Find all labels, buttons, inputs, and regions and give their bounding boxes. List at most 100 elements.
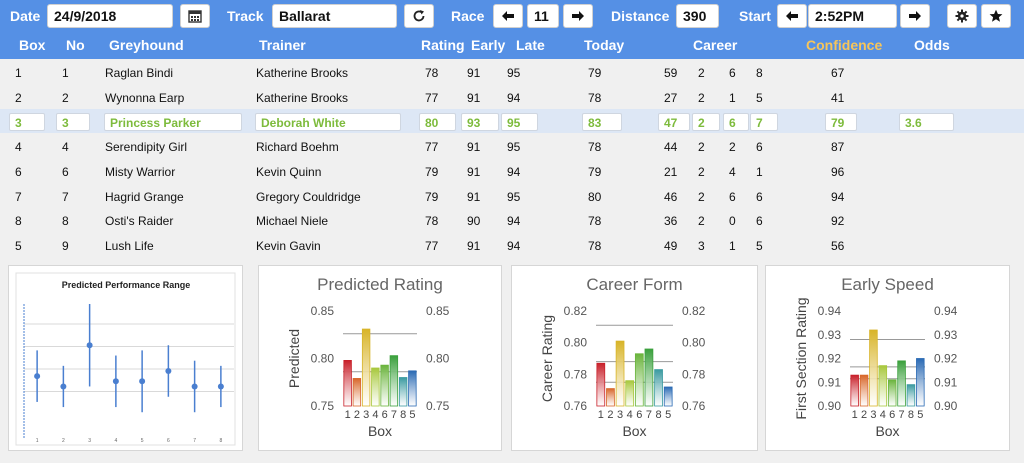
col-career[interactable]: Career: [693, 37, 738, 53]
cell-c1: 46: [664, 189, 678, 204]
col-early[interactable]: Early: [471, 37, 506, 53]
tick-label: 1: [36, 438, 39, 444]
cell-rating: 77: [425, 238, 439, 253]
cell-late[interactable]: 95: [501, 113, 538, 132]
early-speed-panel: Early Speed 0.90 0.90 0.91 0.91 0.92 0.92 0.93…: [765, 265, 1010, 451]
data-point: [165, 368, 172, 374]
cell-rating: 78: [425, 66, 439, 80]
cell-c3: 0: [729, 214, 736, 229]
bar: [606, 388, 615, 407]
x-tick-label: 6: [382, 409, 388, 421]
arrow-right-icon: [572, 11, 584, 21]
chart-title: Early Speed: [841, 275, 934, 294]
race-prev-button[interactable]: [493, 4, 523, 28]
cell-rating[interactable]: 80: [419, 113, 456, 132]
col-late[interactable]: Late: [516, 37, 545, 53]
cell-rating: 79: [425, 189, 439, 204]
cell-dog: Wynonna Earp: [105, 90, 185, 105]
cell-c4[interactable]: 7: [750, 113, 778, 132]
start-time-input[interactable]: 2:52PM: [808, 4, 897, 28]
cell-today: 79: [588, 164, 602, 179]
table-row[interactable]: 3 3 Princess Parker Deborah White 80 93 95 83 47…: [0, 109, 1024, 134]
settings-button[interactable]: [947, 4, 977, 28]
distance-label: Distance: [611, 8, 670, 24]
bar: [371, 367, 380, 407]
x-tick-label: 8: [656, 409, 662, 421]
date-input[interactable]: 24/9/2018: [47, 4, 173, 28]
calendar-button[interactable]: [180, 4, 210, 28]
cell-c2: 2: [698, 214, 705, 229]
cell-c4: 5: [756, 238, 763, 253]
cell-today[interactable]: 83: [582, 113, 622, 132]
cell-odds[interactable]: 3.6: [899, 113, 954, 132]
x-tick-label: 6: [636, 409, 642, 421]
y-axis-label: First Section Rating: [793, 297, 809, 419]
data-point: [60, 383, 67, 390]
star-icon: [989, 9, 1003, 22]
gear-icon: [955, 9, 969, 23]
predicted-rating-chart: 0.75 0.75 0.80 0.80 0.85 0.85 1 2 3 4 6 7 8 5 Box Predi…: [286, 304, 450, 439]
cell-conf[interactable]: 79: [825, 113, 857, 132]
table-row[interactable]: 8 8 Osti's Raider Michael Niele 78 90 94 78 36 2 0…: [0, 208, 1024, 232]
cell-late: 94: [507, 214, 521, 229]
cell-c1: 49: [664, 238, 678, 253]
bar: [596, 362, 606, 407]
data-point: [112, 378, 119, 385]
cell-trainer: Kevin Quinn: [256, 164, 322, 179]
x-tick-label: 7: [391, 409, 397, 421]
table-row[interactable]: 4 4 Serendipity Girl Richard Boehm 77 91 95 78 4…: [0, 134, 1024, 158]
early-speed-chart: 0.90 0.90 0.91 0.91 0.92 0.92 0.93 0.93 0.94 0.94…: [793, 297, 958, 439]
cell-c3[interactable]: 6: [723, 113, 749, 132]
track-label: Track: [227, 8, 264, 24]
cell-early[interactable]: 93: [461, 113, 499, 132]
tick-label: 2: [62, 438, 65, 444]
cell-today: 80: [588, 189, 602, 204]
cell-rating: 77: [425, 90, 439, 105]
calendar-icon: [188, 10, 202, 23]
table-row[interactable]: 6 6 Misty Warrior Kevin Quinn 79 91 94 79 21 2 4 1 9…: [0, 159, 1024, 183]
col-odds[interactable]: Odds: [914, 37, 950, 53]
favorite-button[interactable]: [981, 4, 1011, 28]
table-row[interactable]: 7 7 Hagrid Grange Gregory Couldridge 79 91 95 8…: [0, 184, 1024, 208]
race-input[interactable]: 11: [527, 4, 559, 28]
cell-no: 4: [62, 140, 69, 155]
x-tick-label: 5: [665, 409, 671, 421]
data-point: [191, 383, 198, 390]
cell-today: 79: [588, 66, 602, 80]
x-tick-label: 6: [889, 409, 895, 421]
cell-dog: Raglan Bindi: [105, 66, 174, 80]
y-tick-label: 0.75: [426, 399, 450, 413]
cell-box[interactable]: 3: [9, 113, 45, 132]
bar: [906, 384, 916, 407]
race-next-button[interactable]: [563, 4, 593, 28]
distance-input[interactable]: 390: [676, 4, 719, 28]
track-input[interactable]: Ballarat: [272, 4, 397, 28]
col-today[interactable]: Today: [584, 37, 625, 53]
cell-no: 1: [62, 66, 69, 80]
cell-trainer[interactable]: Deborah White: [255, 113, 401, 132]
cell-early: 91: [467, 66, 481, 80]
col-no[interactable]: No: [66, 37, 85, 53]
bar: [398, 377, 408, 407]
start-prev-button[interactable]: [777, 4, 807, 28]
cell-dog[interactable]: Princess Parker: [104, 113, 242, 132]
start-next-button[interactable]: [900, 4, 930, 28]
cell-c1[interactable]: 47: [658, 113, 690, 132]
cell-trainer: Michael Niele: [256, 214, 329, 229]
table-row[interactable]: 2 2 Wynonna Earp Katherine Brooks 77 91 94 78 27…: [0, 85, 1024, 109]
table-row[interactable]: 1 1 Raglan Bindi Katherine Brooks 78 91 95 79 59…: [0, 60, 1024, 84]
refresh-button[interactable]: [404, 4, 434, 28]
col-confidence[interactable]: Confidence: [806, 37, 883, 53]
col-greyhound[interactable]: Greyhound: [109, 37, 184, 53]
cell-c2[interactable]: 2: [692, 113, 720, 132]
col-box[interactable]: Box: [19, 37, 46, 53]
x-tick-label: 1: [345, 409, 351, 421]
col-trainer[interactable]: Trainer: [259, 37, 306, 53]
col-rating[interactable]: Rating: [421, 37, 465, 53]
cell-no[interactable]: 3: [56, 113, 90, 132]
table-row[interactable]: 5 9 Lush Life Kevin Gavin 77 91 94 78 49 3 1 5 56: [0, 233, 1024, 257]
cell-box: 4: [15, 140, 22, 155]
x-tick-label: 2: [607, 409, 613, 421]
y-tick-label: 0.94: [934, 304, 958, 318]
bar: [361, 328, 371, 407]
